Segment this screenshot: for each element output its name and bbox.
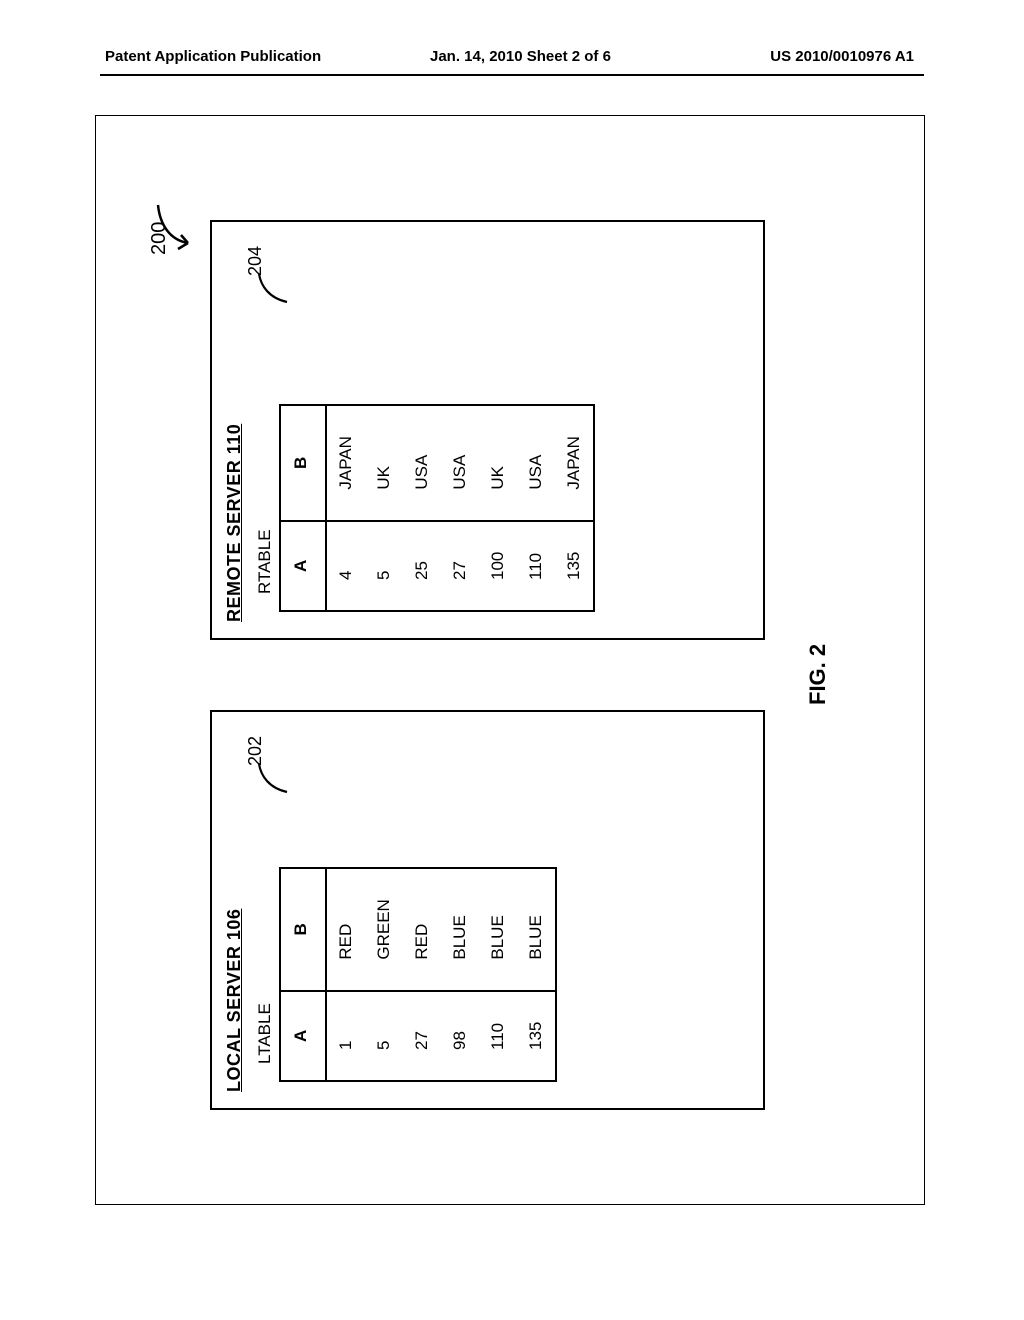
table-header-row: A B <box>280 868 326 1081</box>
cell: 5 <box>365 521 403 611</box>
remote-server-title: REMOTE SERVER 110 <box>224 238 245 622</box>
cell: UK <box>365 405 403 521</box>
local-table: A B 1RED 5GREEN 27RED 98BLUE 110BLUE 135… <box>279 867 557 1082</box>
cell: USA <box>517 405 555 521</box>
header-left: Patent Application Publication <box>105 48 321 65</box>
col-B-header: B <box>280 868 326 990</box>
ref-number: 200 <box>148 222 171 255</box>
cell: 135 <box>517 991 556 1081</box>
figure-rotated-canvas: 200 LOCAL SERVER 106 LTABLE 202 <box>140 160 880 1160</box>
cell: 110 <box>479 991 517 1081</box>
callout-leader-icon <box>253 260 297 308</box>
cell: BLUE <box>441 868 479 990</box>
col-A-header: A <box>280 991 326 1081</box>
table-row: 5UK <box>365 405 403 611</box>
cell: RED <box>326 868 365 990</box>
table-row: 110BLUE <box>479 868 517 1081</box>
cell: GREEN <box>365 868 403 990</box>
cell: 5 <box>365 991 403 1081</box>
table-row: 135BLUE <box>517 868 556 1081</box>
cell: 135 <box>555 521 594 611</box>
table-row: 1RED <box>326 868 365 1081</box>
table-row: 27USA <box>441 405 479 611</box>
cell: USA <box>441 405 479 521</box>
local-server-title: LOCAL SERVER 106 <box>224 728 245 1092</box>
figure-frame: 200 LOCAL SERVER 106 LTABLE 202 <box>95 115 925 1205</box>
cell: 110 <box>517 521 555 611</box>
table-row: 5GREEN <box>365 868 403 1081</box>
cell: 27 <box>403 991 441 1081</box>
cell: BLUE <box>517 868 556 990</box>
figure-ref-200: 200 <box>148 185 208 255</box>
table-row: 110USA <box>517 405 555 611</box>
cell: JAPAN <box>555 405 594 521</box>
header-rule <box>100 74 924 76</box>
table-row: 27RED <box>403 868 441 1081</box>
col-A-header: A <box>280 521 326 611</box>
remote-table: A B 4JAPAN 5UK 25USA 27USA 100UK 110USA … <box>279 404 595 612</box>
cell: 100 <box>479 521 517 611</box>
cell: UK <box>479 405 517 521</box>
remote-server-box: REMOTE SERVER 110 RTABLE 204 A B <box>210 220 765 640</box>
cell: 25 <box>403 521 441 611</box>
cell: 98 <box>441 991 479 1081</box>
cell: 4 <box>326 521 365 611</box>
table-row: 98BLUE <box>441 868 479 1081</box>
local-table-wrap: 202 A B 1RED 5GREEN 27RED 98BLUE <box>279 728 557 1092</box>
cell: 27 <box>441 521 479 611</box>
header: Patent Application Publication Jan. 14, … <box>0 48 1024 78</box>
cell: RED <box>403 868 441 990</box>
local-server-box: LOCAL SERVER 106 LTABLE 202 A B <box>210 710 765 1110</box>
cell: JAPAN <box>326 405 365 521</box>
table-header-row: A B <box>280 405 326 611</box>
cell: 1 <box>326 991 365 1081</box>
col-B-header: B <box>280 405 326 521</box>
table-row: 25USA <box>403 405 441 611</box>
table-row: 4JAPAN <box>326 405 365 611</box>
callout-leader-icon <box>253 750 297 798</box>
table-row: 100UK <box>479 405 517 611</box>
cell: BLUE <box>479 868 517 990</box>
header-middle: Jan. 14, 2010 Sheet 2 of 6 <box>430 48 611 65</box>
remote-table-wrap: 204 A B 4JAPAN 5UK 25USA 27USA <box>279 238 595 622</box>
page: Patent Application Publication Jan. 14, … <box>0 0 1024 1320</box>
figure-caption: FIG. 2 <box>805 644 831 705</box>
cell: USA <box>403 405 441 521</box>
header-right: US 2010/0010976 A1 <box>770 48 914 65</box>
table-row: 135JAPAN <box>555 405 594 611</box>
